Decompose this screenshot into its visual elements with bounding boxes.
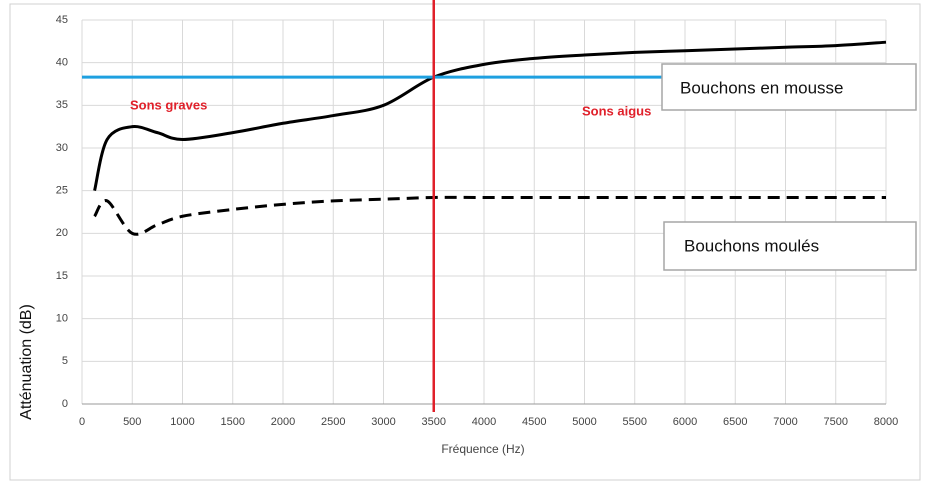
x-tick-label: 7500: [824, 416, 848, 428]
x-tick-label: 3000: [371, 416, 395, 428]
legend-box: [661, 63, 917, 111]
x-tick-label: 0: [79, 416, 85, 428]
legend-label: Bouchons moulés: [684, 236, 819, 255]
y-tick-label: 30: [56, 142, 68, 154]
x-tick-label: 500: [123, 416, 141, 428]
x-tick-label: 7000: [773, 416, 797, 428]
x-tick-label: 6000: [673, 416, 697, 428]
y-tick-label: 25: [56, 185, 68, 197]
y-tick-label: 5: [62, 355, 68, 367]
x-tick-label: 8000: [874, 416, 898, 428]
x-tick-label: 5000: [572, 416, 596, 428]
x-tick-label: 3500: [422, 416, 446, 428]
series-line: [93, 195, 886, 236]
x-axis-label: Fréquence (Hz): [441, 442, 524, 456]
x-tick-label: 5500: [623, 416, 647, 428]
x-tick-label: 1500: [221, 416, 245, 428]
y-tick-label: 20: [56, 227, 68, 239]
x-tick-label: 4000: [472, 416, 496, 428]
y-axis-label: Atténuation (dB): [18, 304, 35, 420]
x-tick-label: 4500: [522, 416, 546, 428]
legend-label: Bouchons en mousse: [680, 78, 844, 97]
legend-box: [663, 221, 917, 271]
y-tick-label: 10: [56, 313, 68, 325]
chart-frame: [9, 3, 921, 481]
y-tick-label: 40: [56, 57, 68, 69]
annotation: Sons aigus: [582, 103, 651, 118]
x-tick-label: 6500: [723, 416, 747, 428]
x-tick-label: 1000: [170, 416, 194, 428]
y-tick-label: 15: [56, 270, 68, 282]
x-tick-label: 2000: [271, 416, 295, 428]
annotation: Sons graves: [130, 97, 207, 112]
y-tick-label: 35: [56, 99, 68, 111]
x-tick-label: 2500: [321, 416, 345, 428]
y-tick-label: 0: [62, 398, 68, 410]
y-tick-label: 45: [56, 14, 68, 26]
